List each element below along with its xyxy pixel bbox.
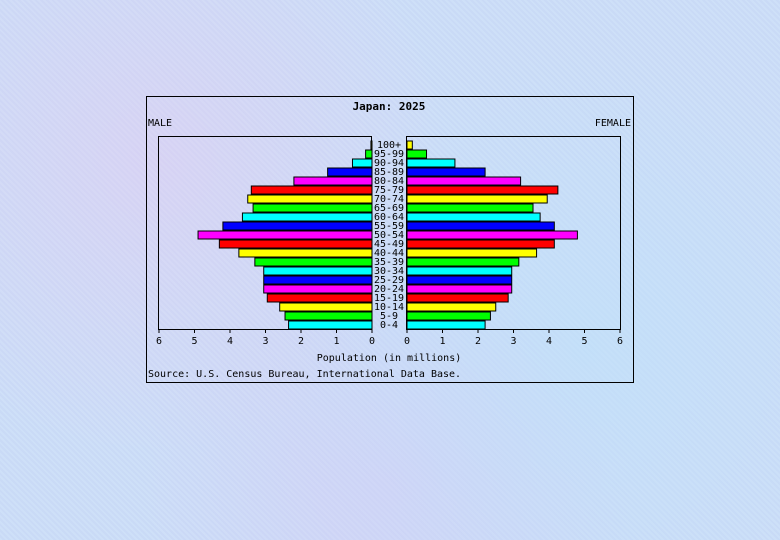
age-label-50-54: 50-54	[374, 230, 404, 241]
male-tick-label-2: 2	[298, 336, 304, 347]
male-bar-45-49	[218, 239, 373, 249]
male-tick-label-6: 6	[156, 336, 162, 347]
female-tick-label-6: 6	[617, 336, 623, 347]
age-label-90-94: 90-94	[374, 158, 404, 169]
male-bar-50-54	[197, 230, 373, 240]
age-label-65-69: 65-69	[374, 203, 404, 214]
male-bar-70-74	[247, 194, 373, 204]
female-bar-45-49	[406, 239, 555, 249]
age-label-10-14: 10-14	[374, 302, 404, 313]
female-bar-70-74	[406, 194, 548, 204]
age-label-75-79: 75-79	[374, 185, 404, 196]
female-tick-label-5: 5	[581, 336, 587, 347]
female-bar-25-29	[406, 275, 513, 285]
female-bar-85-89	[406, 167, 486, 177]
male-tick-label-4: 4	[227, 336, 233, 347]
male-bar-80-84	[293, 176, 373, 186]
male-bar-75-79	[250, 185, 373, 195]
female-tick-label-2: 2	[475, 336, 481, 347]
female-tick-label-1: 1	[439, 336, 445, 347]
male-label: MALE	[148, 118, 172, 129]
female-bar-40-44	[406, 248, 538, 258]
female-bar-20-24	[406, 284, 513, 294]
male-bar-55-59	[222, 221, 373, 231]
x-axis-ticks: 6 5 4 3 2 1 0 0 1 2 3 4 5 6	[156, 329, 623, 347]
female-bar-50-54	[406, 230, 578, 240]
male-bar-90-94	[351, 158, 373, 168]
age-label-30-34: 30-34	[374, 266, 404, 277]
age-label-45-49: 45-49	[374, 239, 404, 250]
male-bar-0-4	[288, 320, 373, 330]
female-bar-100+	[406, 140, 413, 150]
age-label-60-64: 60-64	[374, 212, 404, 223]
chart-title: Japan: 2025	[353, 100, 426, 113]
age-label-0-4: 0-4	[380, 320, 398, 331]
age-label-55-59: 55-59	[374, 221, 404, 232]
female-bar-5-9	[406, 311, 491, 321]
female-bar-10-14	[406, 302, 497, 312]
age-label-80-84: 80-84	[374, 176, 404, 187]
x-axis-label: Population (in millions)	[317, 353, 462, 364]
female-bar-75-79	[406, 185, 559, 195]
age-label-35-39: 35-39	[374, 257, 404, 268]
male-bar-40-44	[238, 248, 373, 258]
male-tick-label-5: 5	[191, 336, 197, 347]
male-tick-label-0: 0	[369, 336, 375, 347]
male-bars	[197, 140, 373, 330]
female-tick-label-0: 0	[404, 336, 410, 347]
male-tick-label-1: 1	[333, 336, 339, 347]
male-bar-100+	[370, 140, 373, 150]
age-group-labels: 0-45-910-1415-1920-2425-2930-3435-3940-4…	[374, 140, 404, 331]
female-bar-30-34	[406, 266, 513, 276]
age-label-100+: 100+	[377, 140, 401, 151]
female-bar-65-69	[406, 203, 534, 213]
male-bar-30-34	[263, 266, 373, 276]
male-bar-5-9	[284, 311, 373, 321]
female-bar-15-19	[406, 293, 509, 303]
age-label-25-29: 25-29	[374, 275, 404, 286]
female-label: FEMALE	[595, 118, 631, 129]
male-bar-15-19	[266, 293, 373, 303]
age-label-85-89: 85-89	[374, 167, 404, 178]
male-bar-20-24	[263, 284, 373, 294]
chart-panel	[146, 96, 634, 383]
age-label-15-19: 15-19	[374, 293, 404, 304]
age-label-95-99: 95-99	[374, 149, 404, 160]
female-bar-35-39	[406, 257, 520, 267]
female-bars	[406, 140, 578, 330]
female-tick-label-4: 4	[546, 336, 552, 347]
male-bar-65-69	[252, 203, 373, 213]
female-bar-55-59	[406, 221, 555, 231]
female-bar-60-64	[406, 212, 541, 222]
female-tick-label-3: 3	[510, 336, 516, 347]
male-bar-60-64	[241, 212, 373, 222]
age-label-40-44: 40-44	[374, 248, 404, 259]
male-bar-25-29	[263, 275, 373, 285]
age-label-20-24: 20-24	[374, 284, 404, 295]
source-note: Source: U.S. Census Bureau, Internationa…	[148, 369, 461, 380]
male-bar-10-14	[279, 302, 373, 312]
female-bar-0-4	[406, 320, 486, 330]
female-bar-80-84	[406, 176, 522, 186]
male-bar-95-99	[365, 149, 373, 159]
male-bar-35-39	[254, 257, 373, 267]
female-bar-90-94	[406, 158, 456, 168]
age-label-5-9: 5-9	[380, 311, 398, 322]
male-tick-label-3: 3	[262, 336, 268, 347]
female-bar-95-99	[406, 149, 428, 159]
age-label-70-74: 70-74	[374, 194, 404, 205]
male-bar-85-89	[327, 167, 373, 177]
